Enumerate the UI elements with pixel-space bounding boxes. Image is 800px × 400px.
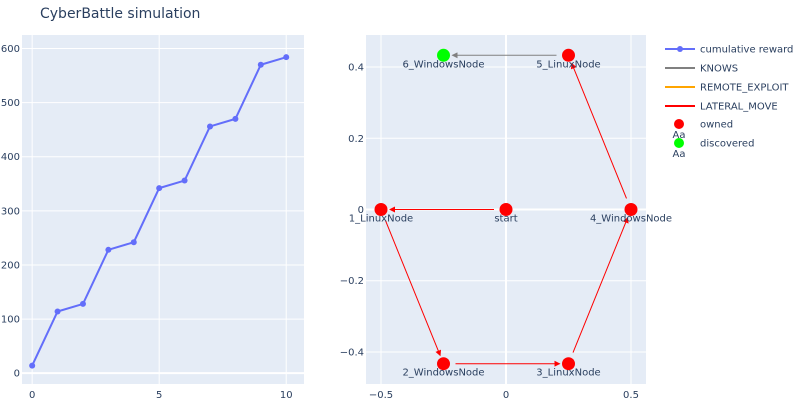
x-tick-label: 10 xyxy=(280,390,293,400)
y-tick-label: −0.4 xyxy=(340,347,364,358)
x-tick-label: 0 xyxy=(29,390,35,400)
node-label: 1_LinuxNode xyxy=(349,214,413,225)
reward-point xyxy=(232,115,239,122)
node-label: start xyxy=(494,214,517,225)
reward-point xyxy=(283,54,290,61)
legend-label: owned xyxy=(700,120,733,131)
x-tick-label: 5 xyxy=(156,390,162,400)
y-tick-label: 0 xyxy=(14,369,20,380)
y-tick-label: 200 xyxy=(1,260,20,271)
network-plot-ticks: −0.5 0 0.5 −0.4 −0.2 0 0.2 0.4 xyxy=(340,63,639,400)
x-tick-label: 0 xyxy=(503,390,509,400)
legend-label: KNOWS xyxy=(700,64,738,75)
reward-point xyxy=(54,308,61,315)
network-plot: −0.5 0 0.5 −0.4 −0.2 0 0.2 0.4 start 1_LinuxNode… xyxy=(340,35,672,400)
node-marker-discovered xyxy=(437,48,450,62)
reward-point xyxy=(130,239,137,246)
chart-title: CyberBattle simulation xyxy=(40,6,200,22)
edge-lateral-move xyxy=(570,62,627,199)
legend-label: discovered xyxy=(700,139,754,150)
y-tick-label: 0.2 xyxy=(348,134,364,145)
legend-item-knows[interactable]: KNOWS xyxy=(665,64,738,75)
legend-item-cumulative-reward[interactable]: cumulative reward xyxy=(665,45,793,56)
network-edges xyxy=(385,52,629,367)
y-tick-label: 100 xyxy=(1,315,20,326)
node-label: 2_WindowsNode xyxy=(402,368,484,379)
legend: cumulative reward KNOWS REMOTE_EXPLOIT LATE… xyxy=(665,45,793,160)
legend-sample-text: Aa xyxy=(673,130,686,141)
y-tick-label: 300 xyxy=(1,206,20,217)
node-label: 5_LinuxNode xyxy=(536,59,600,70)
node-marker-owned xyxy=(562,357,575,371)
reward-point xyxy=(257,61,264,68)
reward-series xyxy=(29,54,290,369)
reward-point xyxy=(207,123,213,130)
legend-item-lateral-move[interactable]: LATERAL_MOVE xyxy=(665,102,778,113)
x-tick-label: −0.5 xyxy=(369,390,393,400)
legend-swatch-marker xyxy=(677,46,683,52)
node-marker-owned xyxy=(562,48,575,62)
legend-swatch-marker xyxy=(674,119,684,129)
edge-lateral-move xyxy=(385,220,442,357)
y-tick-label: 500 xyxy=(1,98,20,109)
legend-label: LATERAL_MOVE xyxy=(700,102,778,113)
legend-sample-text: Aa xyxy=(673,149,686,160)
legend-label: cumulative reward xyxy=(700,45,793,56)
y-tick-label: 400 xyxy=(1,152,20,163)
legend-swatch-marker xyxy=(674,138,684,148)
network-nodes: start 1_LinuxNode 2_WindowsNode 3_LinuxNode… xyxy=(349,48,672,379)
legend-item-remote-exploit[interactable]: REMOTE_EXPLOIT xyxy=(665,83,789,94)
y-tick-label: 600 xyxy=(1,44,20,55)
y-tick-label: 0.4 xyxy=(348,63,364,74)
reward-plot-background xyxy=(22,35,304,384)
legend-label: REMOTE_EXPLOIT xyxy=(700,83,789,94)
reward-point xyxy=(79,300,86,307)
reward-point xyxy=(181,177,188,184)
reward-plot-grid xyxy=(22,35,304,384)
node-marker-owned xyxy=(624,203,638,216)
node-marker-owned xyxy=(437,357,450,371)
legend-item-discovered[interactable]: Aa discovered xyxy=(673,138,755,160)
y-tick-label: −0.2 xyxy=(340,276,364,287)
reward-point xyxy=(29,362,36,369)
node-label: 6_WindowsNode xyxy=(402,59,484,70)
node-label: 4_WindowsNode xyxy=(590,214,672,225)
x-tick-label: 0.5 xyxy=(623,390,639,400)
node-label: 3_LinuxNode xyxy=(536,368,600,379)
node-marker-owned xyxy=(374,203,388,216)
node-marker-owned xyxy=(499,203,513,216)
legend-item-owned[interactable]: Aa owned xyxy=(673,119,734,141)
reward-point xyxy=(105,246,112,253)
edge-lateral-move xyxy=(572,216,629,353)
y-tick-label: 0 xyxy=(358,205,364,216)
reward-point xyxy=(156,185,163,192)
